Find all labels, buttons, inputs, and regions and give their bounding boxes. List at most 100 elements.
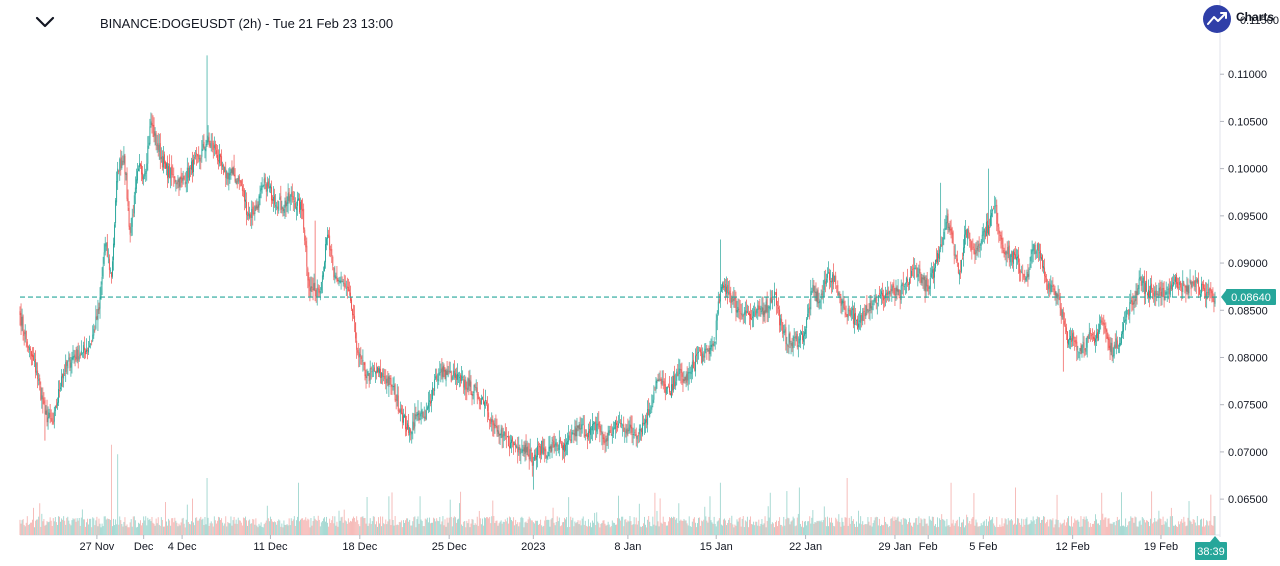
volume-bar: [438, 521, 440, 535]
candle-body: [867, 310, 869, 312]
candle-body: [72, 356, 74, 360]
candle-body: [811, 291, 813, 293]
candle-body: [467, 378, 469, 390]
candle-body: [404, 415, 405, 418]
candle-body: [534, 454, 536, 460]
candle-body: [702, 353, 704, 362]
time-tick-label: 25 Dec: [432, 541, 467, 553]
volume-bar: [743, 527, 745, 535]
candle-body: [1050, 284, 1052, 293]
candle-body: [970, 241, 972, 250]
volume-bar: [194, 525, 196, 535]
volume-bar: [1132, 517, 1134, 535]
volume-bar: [523, 527, 525, 535]
candle-body: [783, 331, 785, 334]
volume-bar: [1138, 521, 1140, 535]
candle-body: [304, 229, 306, 241]
candle-body: [466, 387, 468, 391]
volume-bar: [1188, 501, 1190, 535]
candle-body: [667, 385, 669, 387]
volume-bar: [168, 518, 170, 535]
volume-bar: [789, 524, 791, 535]
candle-body: [976, 247, 978, 250]
candle-body: [861, 315, 863, 321]
candle-body: [1001, 238, 1003, 245]
candle-body: [1151, 283, 1153, 290]
candle-body: [679, 369, 681, 371]
volume-bar: [100, 527, 102, 535]
candle-body: [394, 384, 396, 401]
volume-bar: [250, 523, 252, 535]
candle-body: [348, 289, 350, 292]
candle-body: [851, 308, 853, 311]
candle-body: [430, 401, 431, 404]
candle-body: [680, 368, 682, 373]
app-logo-icon[interactable]: [1203, 5, 1231, 33]
candle-body: [818, 302, 820, 303]
candle-body: [903, 286, 905, 287]
volume-bar: [643, 523, 644, 535]
candle-body: [144, 173, 146, 177]
volume-bar: [303, 520, 305, 535]
candle-body: [1016, 257, 1017, 261]
candle-body: [414, 414, 416, 427]
volume-bar: [406, 518, 408, 535]
candle-body: [991, 213, 993, 217]
volume-bar: [178, 523, 180, 535]
volume-bar: [504, 519, 506, 535]
volume-bar: [1145, 520, 1147, 535]
candle-body: [994, 206, 996, 208]
candle-body: [568, 435, 570, 442]
volume-bar: [252, 518, 254, 535]
candle-body: [1164, 296, 1166, 301]
candle-body: [978, 243, 980, 247]
candle-body: [634, 432, 636, 434]
volume-bar: [422, 526, 424, 535]
candle-body: [30, 351, 32, 357]
volume-bar: [777, 526, 778, 535]
volume-bar: [1168, 527, 1170, 535]
volume-bar: [1077, 519, 1079, 535]
collapse-chevron-icon[interactable]: [30, 8, 60, 38]
candle-body: [417, 410, 419, 415]
volume-bar: [1028, 524, 1030, 535]
candle-body: [639, 428, 641, 431]
volume-bar: [910, 522, 911, 535]
candle-body: [924, 277, 926, 292]
volume-bar: [23, 524, 25, 535]
volume-bar: [1193, 519, 1195, 535]
volume-bar: [122, 526, 124, 535]
volume-bar: [276, 524, 278, 535]
volume-bar: [625, 519, 627, 535]
volume-bar: [1083, 516, 1085, 535]
volume-bar: [294, 525, 296, 535]
volume-bar: [747, 527, 749, 535]
volume-bar: [55, 522, 57, 535]
volume-bar: [649, 521, 651, 535]
volume-bar: [344, 520, 346, 535]
candle-body: [1209, 288, 1211, 291]
candle-body: [342, 280, 344, 283]
volume-bar: [699, 517, 701, 535]
candle-body: [764, 309, 766, 315]
volume-bar: [449, 499, 451, 535]
volume-bar: [1069, 525, 1070, 535]
volume-bar: [929, 519, 931, 535]
volume-bar: [1065, 522, 1067, 535]
volume-bar: [1048, 526, 1050, 535]
candle-body: [124, 155, 126, 175]
volume-bar: [606, 524, 608, 535]
volume-bar: [852, 519, 854, 535]
volume-bar: [593, 522, 595, 535]
candle-body: [737, 306, 739, 313]
candle-body: [773, 291, 775, 298]
volume-bar: [518, 526, 520, 535]
volume-bar: [584, 520, 586, 535]
volume-bar: [240, 522, 242, 535]
candle-body: [336, 276, 338, 282]
candle-body: [472, 394, 474, 396]
volume-bar: [379, 523, 380, 535]
candle-body: [338, 280, 340, 282]
volume-bar: [186, 504, 188, 535]
